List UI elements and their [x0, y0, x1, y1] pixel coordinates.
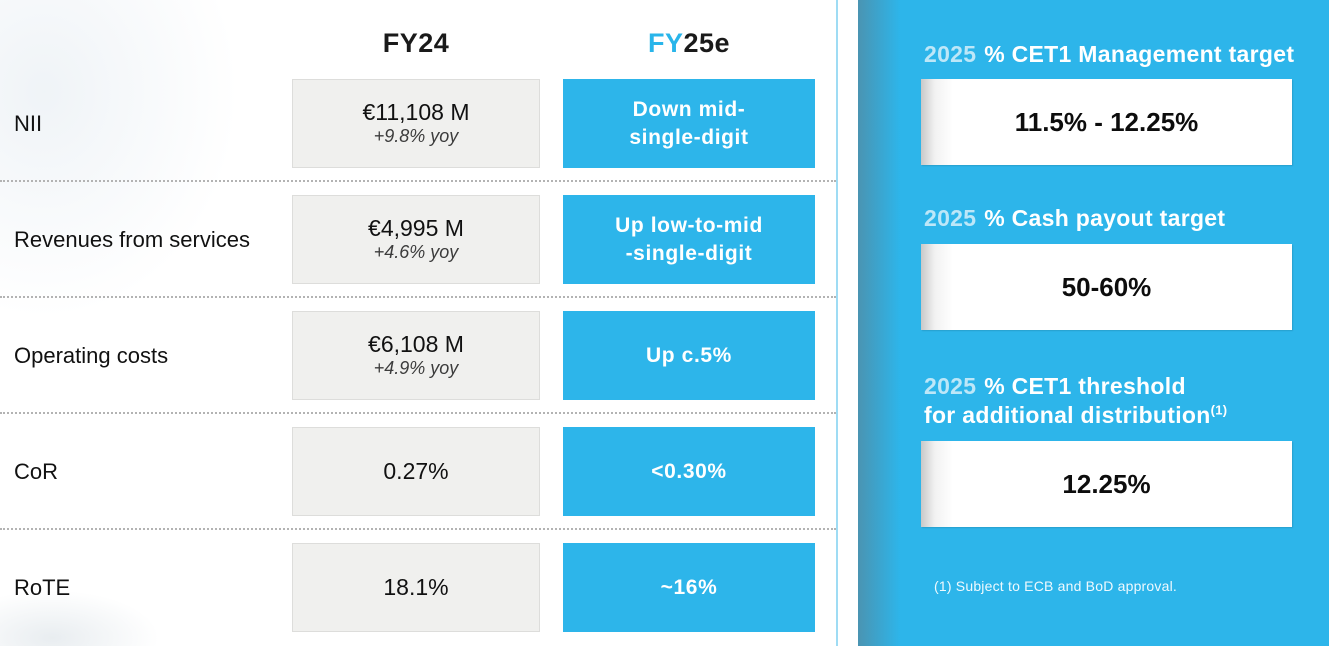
table-row: CoR 0.27% <0.30% — [0, 427, 836, 516]
row-separator — [0, 180, 836, 182]
row-separator — [0, 412, 836, 414]
fy25e-guidance-box: <0.30% — [563, 427, 815, 516]
fy24-value-box: 18.1% — [292, 543, 540, 632]
fy25e-suffix: 25e — [683, 28, 731, 58]
fy24-yoy-change: +4.6% yoy — [373, 242, 459, 263]
vertical-divider — [836, 0, 838, 646]
fy25e-guidance-box: ~16% — [563, 543, 815, 632]
row-label-revenues-from-services: Revenues from services — [14, 226, 250, 252]
target-heading-cet1-management: 2025 % CET1 Management target — [924, 40, 1314, 69]
target-title-line2: for additional distribution — [924, 402, 1211, 429]
table-row: NII €11,108 M +9.8% yoy Down mid- single… — [0, 79, 836, 168]
target-title: % CET1 threshold — [984, 373, 1186, 399]
row-label-cor: CoR — [14, 458, 59, 484]
target-year: 2025 — [924, 373, 977, 399]
target-heading-cash-payout: 2025 % Cash payout target — [924, 204, 1314, 233]
footnote-marker: (1) — [1210, 402, 1228, 418]
table-row: Revenues from services €4,995 M +4.6% yo… — [0, 195, 836, 284]
fy25e-guidance-box: Down mid- single-digit — [563, 79, 815, 168]
row-label-rote: RoTE — [14, 574, 71, 600]
column-header-fy24: FY24 — [382, 28, 450, 58]
column-header-fy25e: FY25e — [563, 28, 815, 59]
table-row: Operating costs €6,108 M +4.9% yoy Up c.… — [0, 311, 836, 400]
row-separator — [0, 528, 836, 530]
fy24-yoy-change: +9.8% yoy — [373, 126, 459, 147]
target-title: % CET1 Management target — [984, 41, 1295, 67]
row-label-operating-costs: Operating costs — [14, 342, 169, 368]
target-title: % Cash payout target — [984, 205, 1226, 231]
fy25e-guidance-box: Up low-to-mid -single-digit — [563, 195, 815, 284]
targets-panel: 2025 % CET1 Management target 11.5% - 12.… — [858, 0, 1329, 646]
fy24-value-box: €6,108 M +4.9% yoy — [292, 311, 540, 400]
fy24-value: €11,108 M — [362, 98, 470, 125]
target-year: 2025 — [924, 205, 977, 231]
fy24-value: 18.1% — [383, 574, 449, 601]
fy24-value-box: €4,995 M +4.6% yoy — [292, 195, 540, 284]
fy24-value: €6,108 M — [368, 330, 464, 357]
panel-edge-gradient — [858, 0, 900, 646]
fy24-value-box: €11,108 M +9.8% yoy — [292, 79, 540, 168]
table-row: RoTE 18.1% ~16% — [0, 543, 836, 632]
target-value-box-cet1-management: 11.5% - 12.25% — [921, 79, 1292, 165]
fy24-value: €4,995 M — [368, 214, 464, 241]
target-year: 2025 — [924, 41, 977, 67]
fy24-yoy-change: +4.9% yoy — [373, 358, 459, 379]
fy24-value: 0.27% — [383, 458, 449, 485]
fy25e-prefix: FY — [647, 28, 684, 58]
fy24-value-box: 0.27% — [292, 427, 540, 516]
fy25e-guidance-box: Up c.5% — [563, 311, 815, 400]
target-value-box-cash-payout: 50-60% — [921, 244, 1292, 330]
footnote: (1) Subject to ECB and BoD approval. — [934, 578, 1177, 594]
row-separator — [0, 296, 836, 298]
target-heading-cet1-threshold: 2025 % CET1 threshold for additional dist… — [924, 372, 1314, 431]
target-value-box-cet1-threshold: 12.25% — [921, 441, 1292, 527]
row-label-nii: NII — [14, 110, 43, 136]
